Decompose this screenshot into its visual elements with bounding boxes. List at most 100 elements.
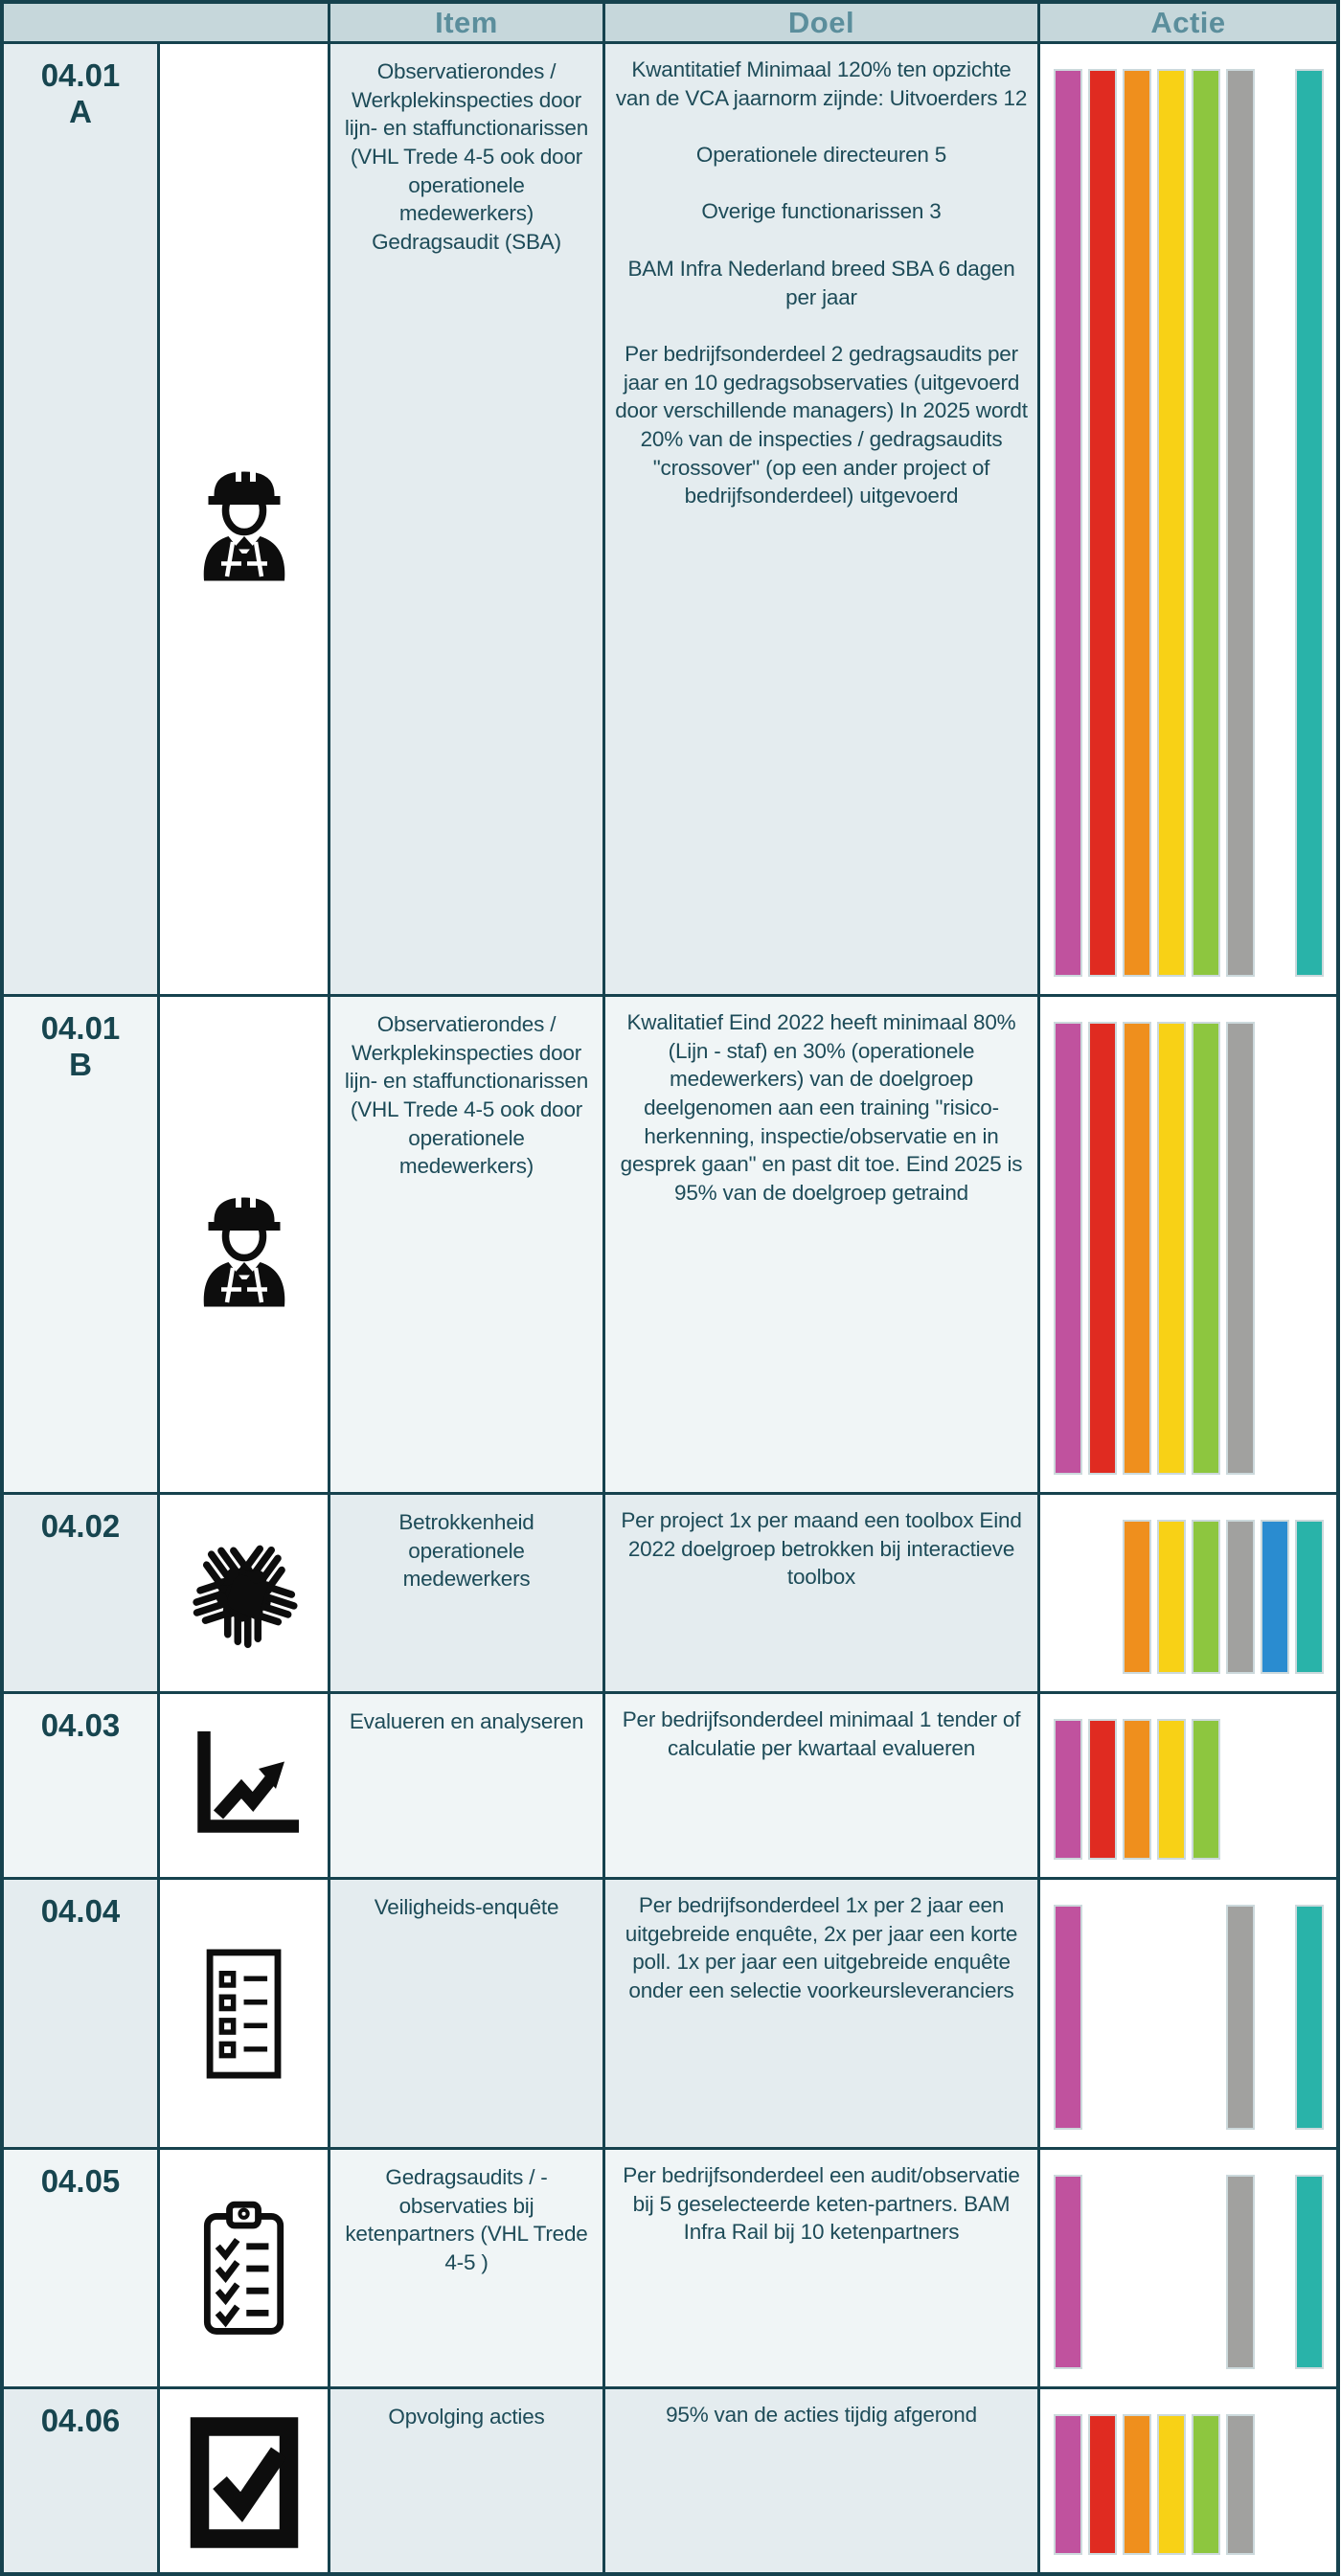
action-bar-green bbox=[1192, 1022, 1220, 1475]
action-bar-red bbox=[1088, 1022, 1117, 1475]
row-icon-cell bbox=[160, 1880, 330, 2150]
action-bar-slot-empty bbox=[1123, 1905, 1151, 2130]
action-bar bbox=[1123, 1022, 1151, 1475]
action-bar-slot-empty bbox=[1192, 2175, 1220, 2369]
action-bar-orange bbox=[1123, 1022, 1151, 1475]
action-bar bbox=[1157, 1022, 1186, 1475]
row-icon-cell bbox=[160, 44, 330, 997]
row-actie-cell bbox=[1040, 2150, 1336, 2389]
action-bar bbox=[1088, 1719, 1117, 1860]
action-bar-slot-empty bbox=[1261, 2414, 1289, 2555]
action-bar-teal bbox=[1295, 69, 1324, 977]
action-bar-green bbox=[1192, 2414, 1220, 2555]
action-bar bbox=[1157, 69, 1186, 977]
action-bar-orange bbox=[1123, 2414, 1151, 2555]
action-bar bbox=[1123, 2414, 1151, 2555]
row-actie-cell bbox=[1040, 44, 1336, 997]
action-bar-slot-empty bbox=[1261, 2175, 1289, 2369]
checkbox-icon bbox=[172, 2409, 316, 2553]
row-item-text: Veiligheids-enquête bbox=[330, 1880, 605, 2150]
action-bar bbox=[1295, 2175, 1324, 2369]
row-doel-text: Per bedrijfsonderdeel 1x per 2 jaar een … bbox=[605, 1880, 1040, 2150]
header-actie: Actie bbox=[1040, 4, 1336, 44]
action-bar-teal bbox=[1295, 1905, 1324, 2130]
action-bar-slot-empty bbox=[1088, 1520, 1117, 1674]
action-bar-yellow bbox=[1157, 1520, 1186, 1674]
action-bar-slot-empty bbox=[1261, 1022, 1289, 1475]
action-bar-yellow bbox=[1157, 1022, 1186, 1475]
row-actie-cell bbox=[1040, 1495, 1336, 1694]
action-bar-green bbox=[1192, 1520, 1220, 1674]
survey-checklist-icon bbox=[192, 1942, 296, 2086]
hands-team-icon bbox=[172, 1522, 316, 1665]
action-bar-yellow bbox=[1157, 2414, 1186, 2555]
worker-icon bbox=[172, 1173, 316, 1317]
action-bar-magenta bbox=[1054, 1905, 1082, 2130]
action-bar bbox=[1054, 2414, 1082, 2555]
action-bar bbox=[1054, 1719, 1082, 1860]
action-bar-gray bbox=[1226, 1520, 1255, 1674]
header-doel: Doel bbox=[605, 4, 1040, 44]
action-bar bbox=[1157, 1520, 1186, 1674]
action-bar-green bbox=[1192, 1719, 1220, 1860]
action-bar bbox=[1123, 69, 1151, 977]
action-bar bbox=[1192, 2414, 1220, 2555]
action-bar-yellow bbox=[1157, 69, 1186, 977]
action-bar bbox=[1226, 1905, 1255, 2130]
action-bar-slot-empty bbox=[1295, 2414, 1324, 2555]
action-bar-magenta bbox=[1054, 69, 1082, 977]
action-bar bbox=[1123, 1520, 1151, 1674]
action-bar-orange bbox=[1123, 1719, 1151, 1860]
action-bar-yellow bbox=[1157, 1719, 1186, 1860]
action-bar-slot-empty bbox=[1088, 1905, 1117, 2130]
action-bar bbox=[1054, 69, 1082, 977]
row-doel-text: Per project 1x per maand een toolbox Ein… bbox=[605, 1495, 1040, 1694]
action-bar bbox=[1226, 1022, 1255, 1475]
action-bar bbox=[1088, 2414, 1117, 2555]
action-bar-slot-empty bbox=[1226, 1719, 1255, 1860]
action-bar bbox=[1226, 1520, 1255, 1674]
row-icon-cell bbox=[160, 997, 330, 1495]
row-icon-cell bbox=[160, 2389, 330, 2572]
action-bar bbox=[1226, 2414, 1255, 2555]
action-bar-red bbox=[1088, 2414, 1117, 2555]
action-bar-gray bbox=[1226, 1905, 1255, 2130]
row-actie-cell bbox=[1040, 997, 1336, 1495]
action-bar bbox=[1226, 69, 1255, 977]
action-bar bbox=[1054, 1022, 1082, 1475]
row-id: 04.04 bbox=[4, 1880, 160, 2150]
row-item-text: Observatierondes / Werkplekinspecties do… bbox=[330, 44, 605, 997]
action-bar bbox=[1295, 1520, 1324, 1674]
action-bar-slot-empty bbox=[1123, 2175, 1151, 2369]
action-bar-gray bbox=[1226, 1022, 1255, 1475]
action-bar-magenta bbox=[1054, 2175, 1082, 2369]
chart-increase-icon bbox=[172, 1714, 316, 1858]
row-item-text: Gedragsaudits / -observaties bij ketenpa… bbox=[330, 2150, 605, 2389]
action-bar bbox=[1088, 1022, 1117, 1475]
action-bar bbox=[1192, 1022, 1220, 1475]
action-bar bbox=[1088, 69, 1117, 977]
row-actie-cell bbox=[1040, 1880, 1336, 2150]
row-icon-cell bbox=[160, 2150, 330, 2389]
action-bar-red bbox=[1088, 1719, 1117, 1860]
action-bar-magenta bbox=[1054, 2414, 1082, 2555]
action-bar-teal bbox=[1295, 1520, 1324, 1674]
row-doel-text: 95% van de acties tijdig afgerond bbox=[605, 2389, 1040, 2572]
action-bar-gray bbox=[1226, 69, 1255, 977]
action-bar bbox=[1192, 69, 1220, 977]
row-doel-text: Kwantitatief Minimaal 120% ten opzichte … bbox=[605, 44, 1040, 997]
action-bar-orange bbox=[1123, 69, 1151, 977]
action-bar-slot-empty bbox=[1295, 1022, 1324, 1475]
clipboard-checks-icon bbox=[192, 2197, 296, 2340]
action-bar-gray bbox=[1226, 2175, 1255, 2369]
action-bar bbox=[1192, 1520, 1220, 1674]
row-id: 04.05 bbox=[4, 2150, 160, 2389]
action-bar-orange bbox=[1123, 1520, 1151, 1674]
action-bar-green bbox=[1192, 69, 1220, 977]
action-bar-slot-empty bbox=[1054, 1520, 1082, 1674]
action-bar-slot-empty bbox=[1261, 69, 1289, 977]
action-bar-magenta bbox=[1054, 1022, 1082, 1475]
action-bar-slot-empty bbox=[1261, 1905, 1289, 2130]
action-bar-slot-empty bbox=[1261, 1719, 1289, 1860]
action-bar-gray bbox=[1226, 2414, 1255, 2555]
